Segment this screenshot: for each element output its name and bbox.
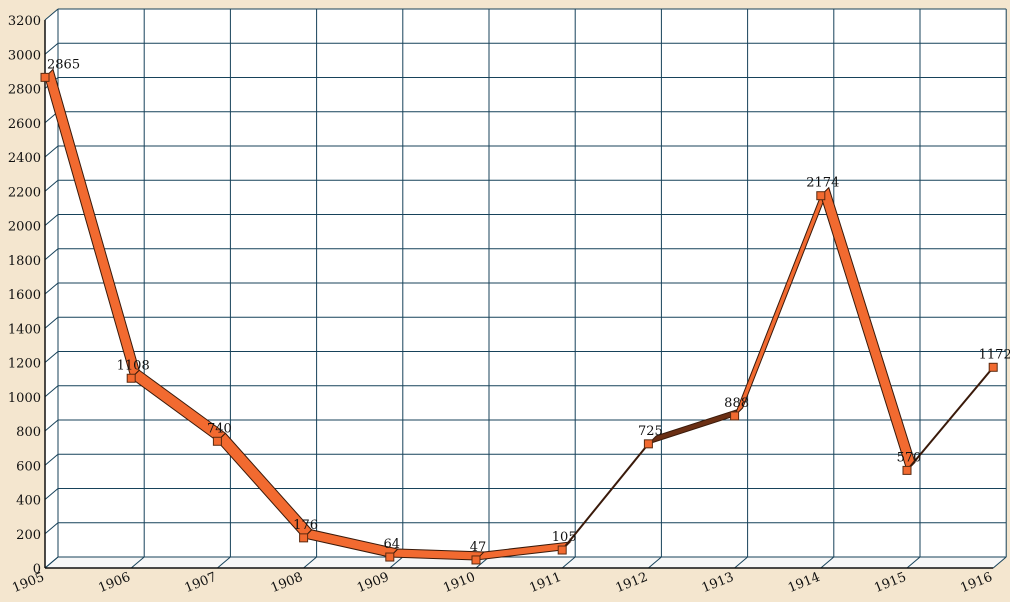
data-point [730, 411, 740, 421]
y-tick-label: 200 [16, 528, 41, 543]
x-tick-label: 1912 [614, 570, 650, 596]
y-tick-label: 1200 [8, 357, 41, 372]
data-point [471, 555, 481, 565]
y-tick-label: 1800 [8, 254, 41, 269]
x-tick-label: 1911 [527, 570, 563, 596]
grid-line-side [44, 282, 59, 295]
data-label: 105 [552, 530, 577, 545]
x-tick-label: 1907 [183, 570, 219, 596]
x-tick-label: 1913 [700, 570, 736, 596]
data-label: 2174 [806, 176, 839, 191]
x-tick-label: 1909 [355, 570, 391, 596]
floor [45, 557, 1007, 568]
data-label: 725 [638, 424, 663, 439]
grid-line-floor [820, 556, 835, 569]
data-point [816, 191, 826, 201]
x-tick-label: 1908 [269, 570, 305, 596]
x-axis-ticks: 1905 1906 1907 1908 1909 1910 1911 1912 1913 1914… [10, 570, 995, 596]
grid-line-side [44, 8, 59, 21]
x-tick-label: 1916 [958, 570, 994, 596]
x-tick-label: 1905 [10, 570, 46, 596]
x-tick-label: 1906 [96, 570, 132, 596]
data-label: 570 [897, 450, 922, 465]
data-point [126, 373, 136, 383]
data-point [385, 552, 395, 562]
data-label: 64 [384, 537, 401, 552]
grid-line-floor [648, 556, 662, 569]
chart-walls [45, 9, 1007, 568]
y-axis-ticks: 0 200 400 600 800 1000 1200 1400 1600 1800 2000 220… [8, 14, 41, 577]
y-tick-label: 3000 [8, 48, 41, 63]
y-tick-label: 1400 [8, 322, 41, 337]
data-label: 176 [293, 518, 318, 533]
grid-line-floor [561, 556, 576, 569]
series-segment [820, 186, 916, 472]
grid-line-side [44, 351, 59, 363]
grid-line-floor [44, 556, 59, 569]
data-labels: 2865 1108 740 176 64 47 105 725 888 2174 570 1172 [47, 57, 1010, 555]
y-tick-label: 1000 [8, 391, 41, 406]
grid-lines [44, 8, 1007, 569]
grid-line-floor [992, 556, 1007, 569]
data-point [902, 465, 912, 475]
series-segment [561, 443, 650, 551]
series-segment [474, 541, 572, 561]
grid-line-floor [217, 556, 231, 569]
series-ribbon [44, 68, 994, 561]
grid-line-floor [130, 556, 145, 569]
y-tick-label: 0 [33, 562, 41, 577]
y-tick-label: 2600 [8, 117, 41, 132]
data-point [643, 439, 653, 449]
grid-line-floor [389, 556, 404, 569]
y-tick-label: 3200 [8, 14, 41, 29]
grid-line-side [44, 145, 59, 158]
grid-line-side [44, 419, 59, 432]
grid-line-side [44, 522, 59, 535]
y-tick-label: 2400 [8, 151, 41, 166]
data-label: 888 [724, 396, 749, 411]
grid-line-floor [303, 556, 317, 569]
y-tick-label: 2000 [8, 220, 41, 235]
x-tick-label: 1910 [441, 570, 477, 596]
grid-line-floor [906, 556, 921, 569]
data-point [988, 362, 998, 372]
grid-line-side [44, 248, 59, 261]
grid-line-side [44, 316, 59, 329]
y-tick-label: 400 [16, 494, 41, 509]
data-label: 1108 [117, 358, 150, 373]
data-point [40, 72, 50, 82]
grid-line-side [44, 453, 59, 466]
grid-line-side [44, 214, 59, 226]
grid-line-side [44, 179, 59, 192]
y-tick-label: 2800 [8, 83, 41, 98]
y-tick-label: 600 [16, 459, 41, 474]
grid-line-side [44, 488, 59, 500]
data-label: 1172 [979, 347, 1010, 362]
data-point [557, 545, 567, 555]
series-segment [906, 366, 994, 472]
data-label: 740 [207, 421, 232, 436]
data-label: 47 [470, 540, 487, 555]
grid-line-side [44, 385, 59, 398]
y-tick-label: 800 [16, 425, 41, 440]
data-label: 2865 [47, 57, 80, 72]
y-tick-label: 1600 [8, 288, 41, 303]
data-point [299, 533, 309, 543]
grid-line-floor [734, 556, 748, 569]
y-tick-label: 2200 [8, 185, 41, 200]
x-tick-label: 1914 [786, 570, 822, 596]
grid-line-side [44, 42, 59, 55]
data-point [212, 436, 222, 446]
data-markers [40, 72, 998, 565]
x-tick-label: 1915 [872, 570, 908, 596]
